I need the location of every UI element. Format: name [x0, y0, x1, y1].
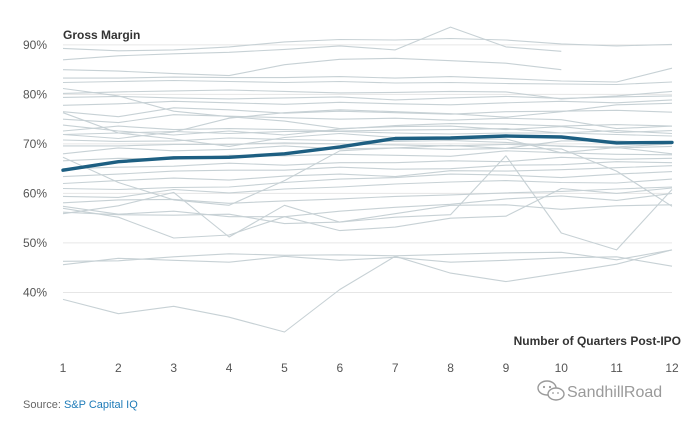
series-line-co-13	[62, 130, 673, 137]
x-tick-label: 6	[336, 361, 343, 375]
x-tick-label: 10	[555, 361, 569, 375]
series-line-co-23	[62, 186, 673, 204]
series-layer	[62, 26, 673, 333]
series-line-co-3	[62, 57, 562, 77]
watermark: SandhillRoad	[537, 380, 662, 401]
x-axis-title: Number of Quarters Post-IPO	[514, 334, 681, 348]
chart-title: Gross Margin	[63, 28, 140, 42]
x-tick-label: 11	[610, 361, 623, 375]
average-line	[61, 134, 674, 172]
series-line-co-16	[62, 140, 673, 155]
series-line-co-21	[62, 171, 673, 191]
y-tick-label: 90%	[23, 38, 47, 52]
series-line-co-34	[62, 249, 673, 333]
watermark-text: SandhillRoad	[567, 384, 662, 401]
series-line-co-32	[62, 249, 673, 262]
source-link[interactable]: S&P Capital IQ	[64, 399, 138, 411]
y-tick-label: 40%	[23, 285, 47, 299]
series-line-co-24	[62, 192, 673, 218]
series-line-co-8	[62, 99, 673, 106]
series-line-co-20	[62, 165, 673, 185]
wechat-icon	[537, 380, 565, 401]
average-layer	[61, 134, 674, 172]
x-tick-label: 2	[115, 361, 122, 375]
series-line-co-7	[62, 95, 673, 101]
source-prefix: Source:	[23, 399, 64, 411]
y-tick-label: 50%	[23, 236, 47, 250]
x-tick-label: 9	[503, 361, 510, 375]
series-line-co-28	[62, 144, 673, 207]
x-tick-labels: 1 2 3 4 5 6 7 8 9 10 11 12	[60, 361, 679, 375]
y-tick-label: 70%	[23, 137, 47, 151]
x-tick-label: 7	[392, 361, 399, 375]
y-tick-label: 60%	[23, 186, 47, 200]
x-tick-label: 1	[60, 361, 67, 375]
series-line-co-30	[62, 102, 673, 140]
x-tick-label: 8	[447, 361, 454, 375]
x-tick-label: 12	[665, 361, 679, 375]
series-line-co-10	[62, 114, 673, 130]
grid-layer	[63, 44, 672, 293]
y-tick-label: 80%	[23, 87, 47, 101]
series-line-co-33	[62, 255, 673, 267]
x-tick-label: 3	[170, 361, 177, 375]
series-line-co-27	[62, 155, 673, 251]
series-line-co-2	[62, 26, 562, 61]
series-line-co-22	[62, 178, 673, 198]
series-line-co-12	[62, 125, 673, 135]
series-line-co-4	[63, 67, 673, 83]
series-line-co-25	[62, 191, 673, 238]
series-line-co-18	[62, 156, 673, 170]
series-line-co-26	[62, 187, 673, 239]
series-line-co-29	[62, 112, 673, 155]
series-line-co-1	[62, 37, 673, 52]
series-line-co-31	[62, 87, 673, 134]
source-line: Source: S&P Capital IQ	[23, 399, 138, 411]
series-line-co-19	[62, 161, 673, 178]
x-tick-label: 4	[226, 361, 233, 375]
y-tick-labels: 40% 50% 60% 70% 80% 90%	[23, 38, 47, 300]
series-line-co-5	[62, 79, 673, 86]
x-tick-label: 5	[281, 361, 288, 375]
